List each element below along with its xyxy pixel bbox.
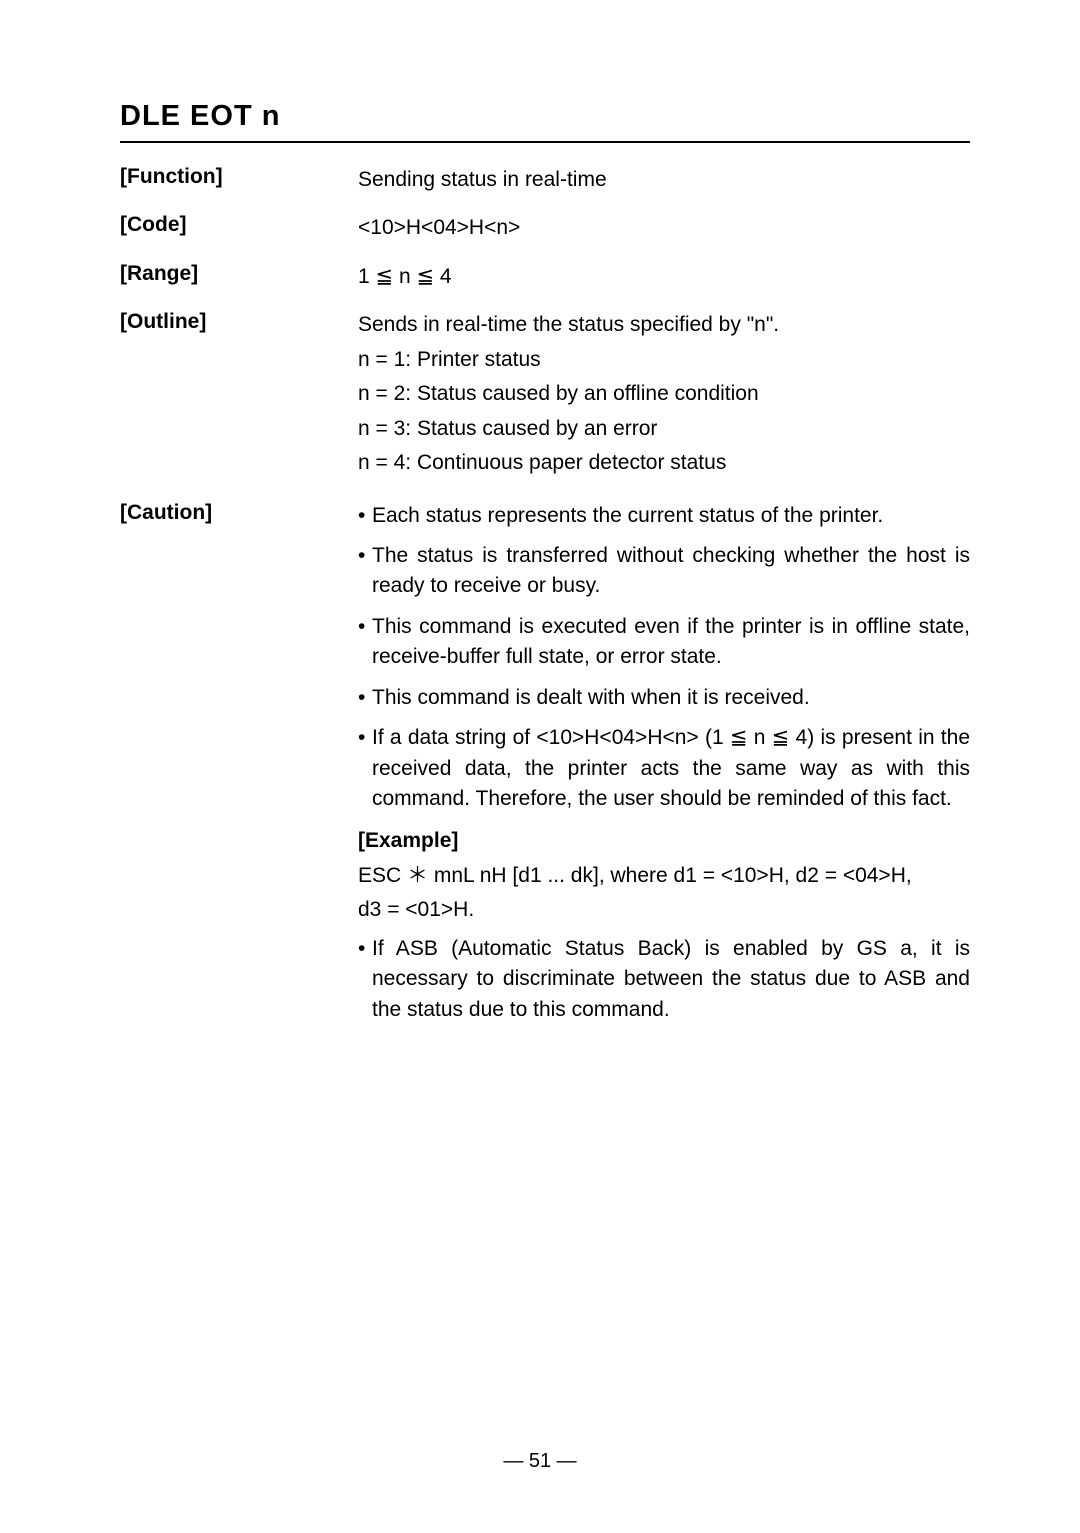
bullet-dot-icon: •	[358, 541, 372, 602]
caution-bullet-6: • If ASB (Automatic Status Back) is enab…	[358, 934, 970, 1025]
range-section: [Range] 1 ≦ n ≦ 4	[120, 262, 970, 296]
bullet-dot-icon: •	[358, 501, 372, 531]
function-text: Sending status in real-time	[358, 165, 970, 195]
bullet-dot-icon: •	[358, 683, 372, 713]
outline-label: [Outline]	[120, 310, 358, 482]
example-line-1: ESC ＊ mnL nH [d1 ... dk], where d1 = <10…	[358, 861, 970, 891]
range-label: [Range]	[120, 262, 358, 296]
caution-content: • Each status represents the current sta…	[358, 501, 970, 1036]
outline-n1: n = 1: Printer status	[358, 345, 970, 375]
title-rule	[120, 141, 970, 143]
caution-bullet-1: • Each status represents the current sta…	[358, 501, 970, 531]
code-content: <10>H<04>H<n>	[358, 213, 970, 247]
range-text: 1 ≦ n ≦ 4	[358, 262, 970, 292]
function-label: [Function]	[120, 165, 358, 199]
caution-section: [Caution] • Each status represents the c…	[120, 501, 970, 1036]
page-number: — 51 —	[0, 1450, 1080, 1473]
caution-text-5: If a data string of <10>H<04>H<n> (1 ≦ n…	[372, 723, 970, 814]
bullet-dot-icon: •	[358, 723, 372, 814]
outline-intro: Sends in real-time the status specified …	[358, 310, 970, 340]
caution-text-4: This command is dealt with when it is re…	[372, 683, 970, 713]
outline-content: Sends in real-time the status specified …	[358, 310, 970, 482]
code-text: <10>H<04>H<n>	[358, 213, 970, 243]
command-title: DLE EOT n	[120, 100, 970, 133]
caution-bullet-5: • If a data string of <10>H<04>H<n> (1 ≦…	[358, 723, 970, 814]
bullet-dot-icon: •	[358, 934, 372, 1025]
outline-n4: n = 4: Continuous paper detector status	[358, 448, 970, 478]
outline-section: [Outline] Sends in real-time the status …	[120, 310, 970, 482]
outline-n3: n = 3: Status caused by an error	[358, 414, 970, 444]
caution-bullet-2: • The status is transferred without chec…	[358, 541, 970, 602]
caution-text-3: This command is executed even if the pri…	[372, 612, 970, 673]
caution-bullet-3: • This command is executed even if the p…	[358, 612, 970, 673]
code-section: [Code] <10>H<04>H<n>	[120, 213, 970, 247]
example-line-2: d3 = <01>H.	[358, 895, 970, 925]
outline-n2: n = 2: Status caused by an offline condi…	[358, 379, 970, 409]
range-content: 1 ≦ n ≦ 4	[358, 262, 970, 296]
example-heading: [Example]	[358, 826, 970, 856]
code-label: [Code]	[120, 213, 358, 247]
caution-text-2: The status is transferred without checki…	[372, 541, 970, 602]
caution-text-6: If ASB (Automatic Status Back) is enable…	[372, 934, 970, 1025]
bullet-dot-icon: •	[358, 612, 372, 673]
caution-text-1: Each status represents the current statu…	[372, 501, 970, 531]
caution-label: [Caution]	[120, 501, 358, 1036]
function-section: [Function] Sending status in real-time	[120, 165, 970, 199]
function-content: Sending status in real-time	[358, 165, 970, 199]
caution-bullet-4: • This command is dealt with when it is …	[358, 683, 970, 713]
